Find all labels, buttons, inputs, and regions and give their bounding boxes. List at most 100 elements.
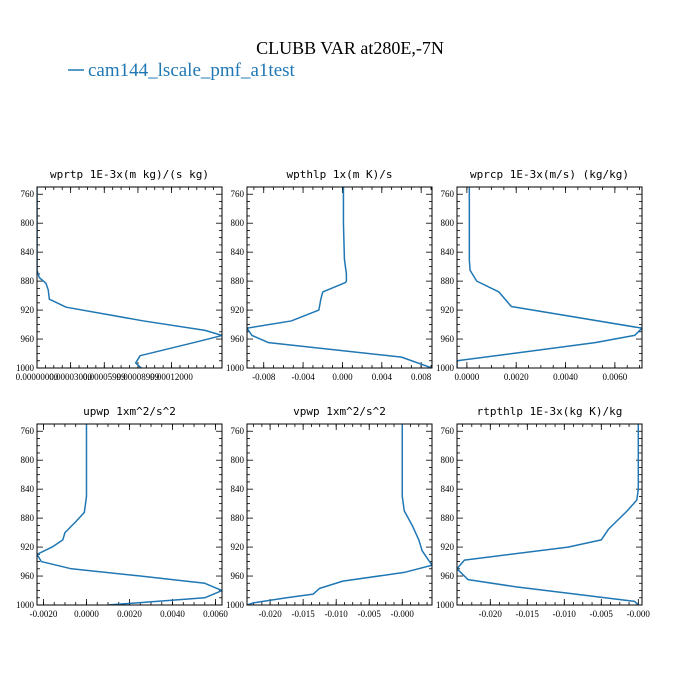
profile-line (457, 424, 640, 605)
y-tick-label: 840 (21, 484, 35, 494)
x-tick-label: 0.0040 (553, 372, 578, 382)
y-tick-label: 840 (21, 247, 35, 257)
y-tick-label: 760 (21, 189, 35, 199)
x-tick-label: -0.010 (325, 609, 349, 619)
y-tick-label: 1000 (16, 600, 35, 610)
y-tick-label: 920 (21, 305, 35, 315)
figure-title: CLUBB VAR at280E,-7N (256, 38, 444, 58)
x-tick-label: -0.020 (479, 609, 503, 619)
panel-frame (36, 423, 223, 606)
x-tick-label: -0.015 (292, 609, 316, 619)
y-tick-label: 960 (441, 571, 455, 581)
panel-5: vpwp 1xm^2/s^2 760 800 840 880 920 960 1000 -0.0… (226, 405, 433, 619)
y-tick-label: 920 (231, 542, 245, 552)
legend-label: cam144_lscale_pmf_a1test (88, 60, 296, 81)
y-tick-label: 800 (441, 218, 455, 228)
y-tick-label: 1000 (226, 363, 245, 373)
x-tick-label: -0.000 (627, 609, 651, 619)
y-tick-label: 800 (231, 218, 245, 228)
panel-2: wpthlp 1x(m K)/s 760 800 840 880 920 960 1000 -0… (226, 168, 433, 382)
y-tick-label: 760 (21, 426, 35, 436)
x-tick-label: -0.010 (553, 609, 577, 619)
x-tick-label: 0.00000000 (16, 372, 59, 382)
x-tick-label: -0.020 (259, 609, 283, 619)
y-tick-label: 960 (231, 571, 245, 581)
x-tick-label: 0.0060 (203, 609, 228, 619)
panel-title: vpwp 1xm^2/s^2 (293, 405, 386, 418)
x-tick-label: 0.008 (411, 372, 432, 382)
y-tick-label: 880 (441, 513, 455, 523)
x-tick-label: 0.000 (332, 372, 353, 382)
panel-frame (456, 423, 643, 606)
x-tick-label: 0.0020 (504, 372, 529, 382)
panel-3: wprcp 1E-3x(m/s) (kg/kg) 760 800 840 880 920 9… (436, 168, 643, 382)
profile-line (37, 187, 222, 368)
x-tick-label: 0.004 (372, 372, 393, 382)
profile-line (247, 424, 432, 605)
x-tick-label: 0.0040 (160, 609, 185, 619)
x-tick-label: -0.005 (590, 609, 614, 619)
y-tick-label: 960 (231, 334, 245, 344)
panel-title: wpthlp 1x(m K)/s (287, 168, 393, 181)
panel-title: upwp 1xm^2/s^2 (83, 405, 176, 418)
x-tick-label: 0.0060 (602, 372, 627, 382)
profile-line (247, 187, 432, 368)
y-tick-label: 960 (21, 571, 35, 581)
y-tick-label: 840 (231, 247, 245, 257)
y-tick-label: 800 (21, 218, 35, 228)
panel-title: wprcp 1E-3x(m/s) (kg/kg) (470, 168, 629, 181)
y-tick-label: 760 (441, 426, 455, 436)
x-tick-label: 0.00012000 (150, 372, 193, 382)
x-tick-label: 0.00003000 (49, 372, 92, 382)
y-tick-label: 840 (441, 484, 455, 494)
y-tick-label: 1000 (226, 600, 245, 610)
x-tick-label: 0.00005999 (83, 372, 126, 382)
panel-4: upwp 1xm^2/s^2 760 800 840 880 920 960 1000-0.0… (16, 405, 228, 619)
panel-title: rtpthlp 1E-3x(kg K)/kg (477, 405, 623, 418)
y-tick-label: 1000 (16, 363, 35, 373)
panel-1: wprtp 1E-3x(m kg)/(s kg) 760 800 840 880 920 9… (16, 168, 223, 382)
panel-6: rtpthlp 1E-3x(kg K)/kg 760 800 840 880 920 960… (436, 405, 650, 619)
x-tick-label: -0.000 (391, 609, 415, 619)
y-tick-label: 920 (231, 305, 245, 315)
y-tick-label: 800 (441, 455, 455, 465)
x-tick-label: 0.0000 (454, 372, 479, 382)
y-tick-label: 920 (21, 542, 35, 552)
y-tick-label: 800 (231, 455, 245, 465)
y-tick-label: 920 (441, 305, 455, 315)
profile-line (37, 424, 222, 605)
panel-grid: wprtp 1E-3x(m kg)/(s kg) 760 800 840 880 920 9… (16, 168, 651, 619)
panel-title: wprtp 1E-3x(m kg)/(s kg) (50, 168, 209, 181)
x-tick-label: -0.015 (516, 609, 540, 619)
panel-frame (456, 186, 643, 369)
panel-frame (246, 186, 433, 369)
x-tick-label: -0.0020 (30, 609, 58, 619)
y-tick-label: 760 (231, 426, 245, 436)
y-tick-label: 960 (441, 334, 455, 344)
x-tick-label: 0.00008999 (117, 372, 160, 382)
y-tick-label: 1000 (436, 600, 455, 610)
x-tick-label: 0.0020 (117, 609, 142, 619)
panel-frame (246, 423, 433, 606)
y-tick-label: 880 (231, 513, 245, 523)
legend: cam144_lscale_pmf_a1test (68, 60, 296, 81)
y-tick-label: 760 (441, 189, 455, 199)
y-tick-label: 880 (231, 276, 245, 286)
y-tick-label: 840 (441, 247, 455, 257)
y-tick-label: 1000 (436, 363, 455, 373)
x-tick-label: 0.0000 (74, 609, 99, 619)
y-tick-label: 800 (21, 455, 35, 465)
profile-line (457, 187, 642, 368)
y-tick-label: 880 (441, 276, 455, 286)
y-tick-label: 760 (231, 189, 245, 199)
x-tick-label: -0.005 (358, 609, 382, 619)
y-tick-label: 880 (21, 276, 35, 286)
y-tick-label: 880 (21, 513, 35, 523)
y-tick-label: 960 (21, 334, 35, 344)
panel-frame (36, 186, 223, 369)
y-tick-label: 920 (441, 542, 455, 552)
x-tick-label: -0.004 (291, 372, 315, 382)
y-tick-label: 840 (231, 484, 245, 494)
x-tick-label: -0.008 (252, 372, 276, 382)
